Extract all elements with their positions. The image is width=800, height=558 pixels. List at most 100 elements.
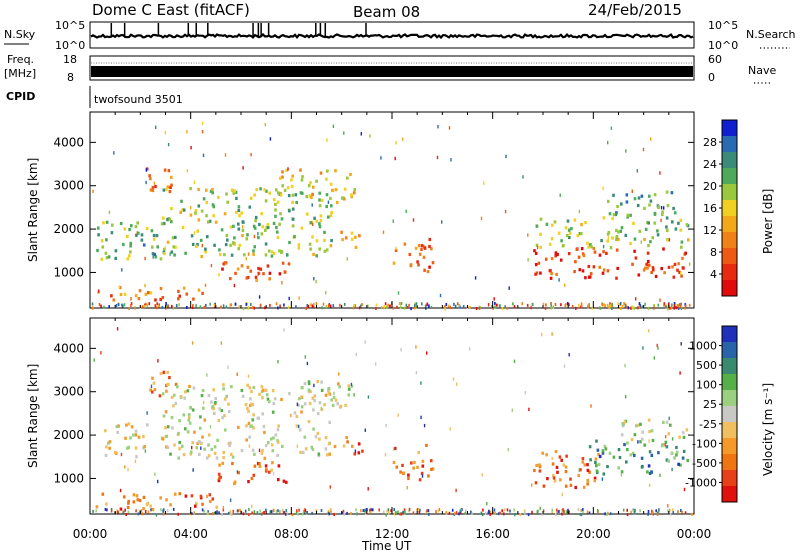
data-cell — [123, 292, 127, 296]
data-cell — [625, 200, 629, 204]
data-cell — [224, 428, 227, 432]
sparse-cell — [455, 488, 457, 493]
data-cell — [326, 453, 329, 457]
data-cell — [349, 172, 352, 177]
data-cell — [647, 464, 651, 468]
data-cell — [325, 248, 329, 252]
data-cell — [261, 449, 264, 453]
noise-cell — [330, 507, 332, 511]
noise-cell — [237, 509, 240, 513]
data-cell — [268, 191, 271, 195]
data-cell — [392, 460, 396, 465]
sparse-cell — [395, 246, 397, 251]
data-cell — [344, 236, 348, 240]
noise-cell — [437, 509, 440, 513]
data-cell — [181, 225, 185, 230]
data-cell — [545, 453, 548, 457]
noise-cell — [673, 304, 676, 308]
data-cell — [168, 217, 172, 221]
colorbar-tick-label: -500 — [692, 457, 717, 470]
data-cell — [323, 403, 326, 407]
data-cell — [199, 238, 203, 242]
data-cell — [651, 438, 655, 443]
sparse-cell — [134, 459, 137, 463]
noise-cell — [339, 303, 341, 307]
data-cell — [648, 263, 651, 267]
data-cell — [255, 188, 258, 192]
data-cell — [399, 470, 402, 474]
data-cell — [205, 188, 208, 192]
sparse-cell — [248, 444, 250, 448]
data-cell — [237, 247, 240, 251]
noise-cell — [108, 305, 110, 309]
data-cell — [586, 478, 590, 482]
noise-cell — [296, 509, 298, 513]
data-cell — [170, 183, 173, 187]
data-cell — [136, 498, 140, 502]
data-cell — [675, 445, 678, 450]
noise-cell — [609, 512, 612, 516]
data-cell — [182, 208, 186, 212]
noise-cell — [137, 512, 140, 516]
sparse-cell — [193, 231, 196, 235]
data-cell — [665, 190, 669, 194]
noise-cell — [380, 306, 383, 310]
sparse-cell — [420, 415, 422, 420]
data-cell — [653, 212, 657, 216]
data-cell — [678, 435, 681, 439]
data-cell — [130, 425, 134, 429]
data-cell — [217, 418, 221, 423]
data-cell — [149, 291, 153, 295]
data-cell — [140, 238, 144, 242]
data-cell — [128, 254, 131, 258]
data-cell — [593, 476, 597, 480]
sparse-cell — [325, 291, 327, 295]
noise-cell — [207, 510, 209, 514]
data-cell — [417, 263, 420, 267]
data-cell — [623, 420, 627, 424]
colorbar-tick-label: 16 — [703, 202, 717, 215]
sparse-cell — [354, 449, 357, 453]
data-cell — [573, 270, 576, 274]
data-cell — [270, 250, 274, 254]
data-cell — [310, 195, 313, 200]
colorbar-tick-label: 12 — [703, 224, 717, 237]
sparse-cell — [507, 447, 509, 452]
data-cell — [171, 236, 175, 240]
noise-cell — [501, 307, 504, 311]
data-cell — [246, 265, 250, 269]
sparse-cell — [242, 166, 244, 170]
data-cell — [137, 231, 140, 235]
data-cell — [680, 240, 684, 244]
data-cell — [218, 407, 221, 411]
colorbar-tick-label: -25 — [699, 418, 717, 431]
noise-cell — [201, 508, 204, 512]
data-cell — [226, 238, 229, 242]
noise-cell — [269, 303, 271, 307]
data-cell — [126, 505, 130, 510]
data-cell — [237, 227, 241, 231]
data-cell — [664, 440, 668, 444]
data-cell — [199, 494, 203, 498]
data-cell — [320, 388, 324, 392]
data-cell — [341, 238, 344, 242]
noise-cell — [419, 508, 421, 512]
sparse-cell — [269, 137, 272, 141]
data-cell — [213, 411, 216, 415]
data-cell — [96, 248, 99, 253]
data-cell — [681, 431, 685, 435]
noise-cell — [295, 511, 298, 515]
data-cell — [581, 460, 585, 464]
noise-cell — [397, 510, 399, 514]
noise-cell — [199, 305, 202, 309]
data-cell — [551, 462, 555, 466]
noise-cell — [287, 305, 290, 309]
noise-cell — [172, 306, 175, 310]
sparse-cell — [659, 473, 661, 477]
noise-cell — [354, 304, 357, 308]
noise-cell — [110, 507, 113, 511]
data-cell — [633, 197, 637, 201]
data-cell — [132, 493, 136, 497]
noise-cell — [639, 509, 641, 513]
data-cell — [350, 384, 354, 388]
